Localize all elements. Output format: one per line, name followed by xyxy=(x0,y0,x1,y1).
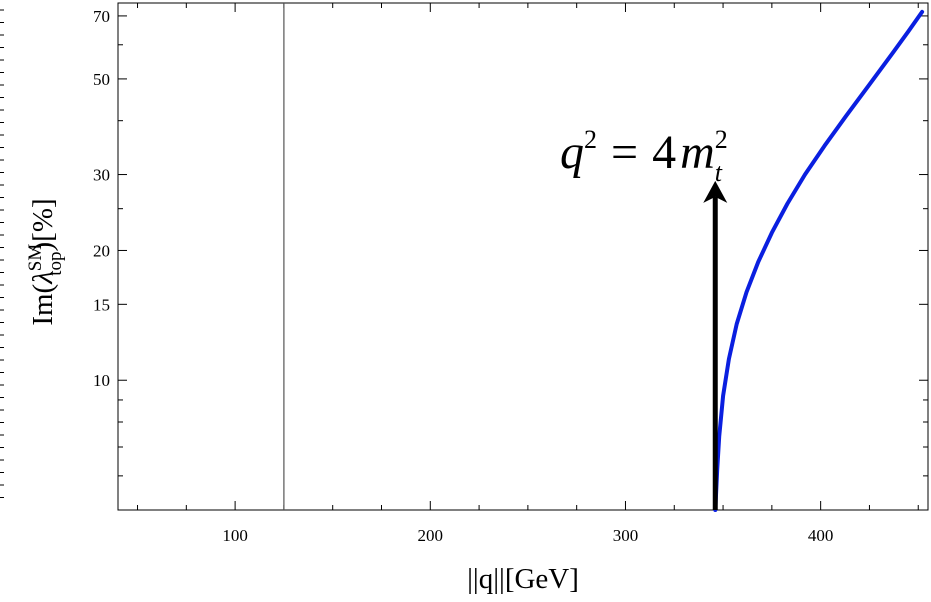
y-axis-label-prefix: Im( xyxy=(27,284,59,326)
left-edge-ticks xyxy=(0,9,4,498)
annotation-q-exponent: 2 xyxy=(584,125,597,154)
y-tick-label: 70 xyxy=(93,7,110,26)
y-tick-label: 30 xyxy=(93,166,110,185)
x-tick-label: 100 xyxy=(222,526,248,545)
y-axis-label-suffix: )[%] xyxy=(27,198,59,251)
x-tick-label: 400 xyxy=(808,526,834,545)
x-axis-label: ||q||[GeV] xyxy=(467,563,579,595)
y-tick-label: 20 xyxy=(93,241,110,260)
annotation-m-subscript: t xyxy=(715,158,723,187)
y-axis-label-symbol: λ xyxy=(27,271,59,285)
minor-ticks xyxy=(118,3,928,510)
y-tick-label: 10 xyxy=(93,371,110,390)
plot-frame xyxy=(117,2,929,511)
x-axis-ticks: 100 200 300 400 xyxy=(222,3,833,545)
y-axis-label: Im(λSMtop)[%] xyxy=(25,198,66,325)
series-line xyxy=(713,9,925,512)
annotation-arrow-head xyxy=(703,180,728,203)
x-tick-label: 200 xyxy=(418,526,444,545)
x-tick-label: 300 xyxy=(613,526,639,545)
y-axis-ticks: 10 15 20 30 50 70 xyxy=(93,7,928,390)
y-axis-label-superscript: SM xyxy=(25,244,46,272)
annotation-m-exponent: 2 xyxy=(715,125,728,154)
annotation-equals: = xyxy=(611,126,638,179)
svg-text:Im(λSMtop)[%]: Im(λSMtop)[%] xyxy=(25,198,66,325)
y-tick-label: 15 xyxy=(93,295,110,314)
annotation-coefficient: 4 xyxy=(652,126,676,179)
annotation-m: m xyxy=(680,126,715,179)
annotation-formula: q2 = 4m2 t xyxy=(560,125,728,187)
annotation-q: q xyxy=(560,126,584,179)
y-axis-label-subscript: top xyxy=(45,251,66,275)
y-tick-label: 50 xyxy=(93,70,110,89)
